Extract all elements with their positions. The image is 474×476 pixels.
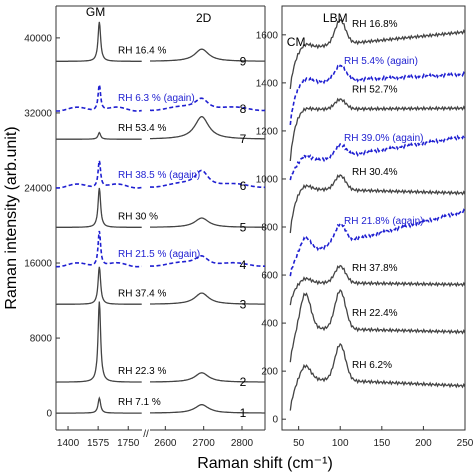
left-series-label: RH 38.5 % (again): [118, 170, 200, 181]
right-trace: [289, 18, 466, 89]
left-trace-gm: [56, 84, 142, 112]
right-series-label: RH 52.7%: [352, 84, 398, 95]
left-trace-2d: [150, 404, 265, 414]
right-series-label: RH 5.4% (again): [344, 56, 418, 67]
right-x-tick-label: 100: [332, 438, 349, 449]
right-y-tick-label: 600: [261, 271, 278, 282]
right-trace: [289, 288, 466, 363]
left-y-tick-label: 16000: [24, 259, 52, 270]
left-series-index: 5: [240, 220, 247, 234]
right-y-tick-label: 1400: [256, 78, 279, 89]
left-y-tick-label: 40000: [24, 33, 52, 44]
left-trace-2d: [150, 372, 265, 383]
right-panel-labels: RH 6.2% RH 22.4% RH 37.8% RH 21.8% (again) R…: [287, 11, 424, 371]
peak-label-gm: GM: [86, 5, 105, 19]
axis-break-mark: //: [143, 429, 149, 440]
left-series-index: 4: [240, 258, 247, 272]
right-y-tick-label: 1200: [256, 126, 279, 137]
left-series-label: RH 37.4 %: [118, 288, 166, 299]
right-x-tick-label: 250: [457, 438, 474, 449]
left-panel-labels: RH 7.1 % 1 RH 22.3 % 2 RH 37.4 % 3 RH 21.5 % (…: [86, 5, 247, 420]
right-panel: 0 200 400 600 800 1000 1200 1400 1600 50 100 150 200…: [256, 5, 474, 449]
right-series-label: RH 37.8%: [352, 263, 398, 274]
left-trace-gm: [56, 21, 142, 62]
left-x-tick-label: 1750: [117, 438, 140, 449]
right-y-tick-label: 1000: [256, 174, 279, 185]
peak-label-cm: CM: [287, 35, 306, 49]
left-panel-traces: [56, 21, 265, 414]
left-series-label: RH 22.3 %: [118, 366, 166, 377]
left-trace-gm: [56, 131, 142, 140]
left-series-label: RH 6.3 % (again): [118, 93, 195, 104]
left-series-index: 8: [240, 102, 247, 116]
left-x-tick-label: 2600: [154, 438, 177, 449]
left-series-index: 1: [240, 406, 247, 420]
right-trace: [289, 174, 466, 234]
left-trace-2d: [150, 169, 265, 189]
right-panel-frame: [281, 5, 466, 431]
right-series-label: RH 22.4%: [352, 308, 398, 319]
right-panel-traces: [289, 18, 466, 411]
right-trace: [289, 264, 466, 306]
right-series-label: RH 16.8%: [352, 19, 398, 30]
y-axis-label: Raman intensity (arb.unit): [3, 126, 20, 309]
left-series-label: RH 7.1 %: [118, 397, 161, 408]
peak-label-2d: 2D: [196, 11, 212, 25]
left-x-tick-label: 2800: [231, 438, 254, 449]
right-series-label: RH 39.0% (again): [344, 133, 423, 144]
left-trace-gm: [56, 396, 142, 414]
right-x-tick-label: 150: [373, 438, 390, 449]
right-x-tick-label: 50: [293, 438, 305, 449]
left-series-index: 3: [240, 297, 247, 311]
left-trace-gm: [56, 230, 142, 268]
left-trace-gm: [56, 187, 142, 228]
right-y-tick-label: 200: [261, 367, 278, 378]
left-trace-2d: [150, 217, 265, 228]
x-axis-label: Raman shift (cm⁻¹): [197, 455, 333, 472]
right-y-tick-label: 800: [261, 223, 278, 234]
right-series-label: RH 21.8% (again): [344, 216, 423, 227]
peak-label-lbm: LBM: [323, 11, 348, 25]
left-series-index: 7: [240, 132, 247, 146]
left-series-label: RH 53.4 %: [118, 123, 166, 134]
right-series-label: RH 30.4%: [352, 167, 398, 178]
right-trace: [289, 97, 466, 162]
left-y-tick-label: 8000: [30, 334, 53, 345]
left-trace-2d: [150, 48, 265, 62]
left-panel-ticks: 0 8000 16000 24000 32000 40000 1400 1575 1750 260…: [24, 33, 253, 449]
left-trace-gm: [56, 266, 142, 305]
left-trace-2d: [150, 292, 265, 305]
left-x-tick-label: 2700: [193, 438, 216, 449]
left-y-tick-label: 0: [46, 409, 52, 420]
left-series-index: 6: [240, 179, 247, 193]
left-trace-gm: [56, 160, 142, 189]
left-x-tick-label: 1400: [57, 438, 80, 449]
left-trace-2d: [150, 254, 265, 267]
right-panel-ticks: 0 200 400 600 800 1000 1200 1400 1600 50 100 150 200…: [256, 30, 474, 449]
right-y-tick-label: 0: [272, 415, 278, 426]
left-series-index: 2: [240, 375, 247, 389]
right-trace: [289, 133, 466, 181]
left-y-tick-label: 24000: [24, 183, 52, 194]
right-trace: [289, 342, 466, 411]
left-y-tick-label: 32000: [24, 108, 52, 119]
right-y-tick-label: 400: [261, 319, 278, 330]
left-trace-gm: [56, 301, 142, 383]
right-series-label: RH 6.2%: [352, 360, 392, 371]
right-y-tick-label: 1600: [256, 30, 279, 41]
left-trace-2d: [150, 97, 265, 112]
right-trace: [289, 64, 466, 125]
left-trace-2d: [150, 116, 265, 140]
left-series-label: RH 16.4 %: [118, 45, 166, 56]
left-x-tick-label: 1575: [87, 438, 110, 449]
right-x-tick-label: 200: [415, 438, 432, 449]
right-trace: [289, 208, 466, 277]
left-series-index: 9: [240, 54, 247, 68]
left-series-label: RH 30 %: [118, 211, 158, 222]
left-series-label: RH 21.5 % (again): [118, 249, 200, 260]
